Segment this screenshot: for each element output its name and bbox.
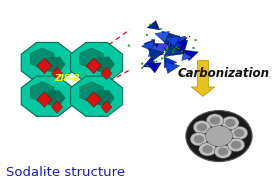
Polygon shape (31, 82, 54, 103)
Polygon shape (44, 91, 65, 105)
Polygon shape (169, 36, 185, 49)
Circle shape (172, 50, 174, 52)
Text: Sodalite structure: Sodalite structure (6, 167, 125, 179)
Polygon shape (37, 58, 52, 73)
Circle shape (161, 58, 163, 59)
Circle shape (146, 34, 148, 36)
Circle shape (166, 55, 168, 57)
Polygon shape (93, 91, 114, 105)
Polygon shape (164, 57, 177, 68)
Circle shape (210, 116, 220, 125)
Circle shape (141, 67, 143, 69)
Polygon shape (182, 52, 192, 60)
Circle shape (202, 145, 213, 153)
Circle shape (197, 123, 207, 131)
Polygon shape (160, 42, 173, 51)
Circle shape (172, 52, 174, 53)
Circle shape (181, 51, 183, 52)
Circle shape (149, 24, 151, 26)
Circle shape (168, 69, 169, 70)
Circle shape (199, 143, 216, 156)
Polygon shape (170, 40, 188, 54)
Polygon shape (143, 57, 157, 67)
Circle shape (166, 48, 169, 50)
Polygon shape (147, 63, 161, 73)
Circle shape (192, 47, 194, 49)
Polygon shape (21, 76, 73, 116)
Polygon shape (44, 57, 65, 71)
Polygon shape (164, 42, 183, 57)
Circle shape (153, 61, 155, 62)
Circle shape (156, 61, 158, 62)
Polygon shape (147, 20, 160, 30)
Circle shape (169, 33, 170, 35)
Polygon shape (191, 60, 215, 96)
Circle shape (206, 114, 224, 127)
Circle shape (231, 141, 241, 149)
Circle shape (152, 39, 153, 40)
Polygon shape (71, 76, 123, 116)
Circle shape (147, 65, 149, 67)
Polygon shape (148, 45, 164, 57)
Text: ZIF-8: ZIF-8 (54, 74, 80, 83)
Polygon shape (162, 31, 180, 46)
Circle shape (165, 49, 166, 50)
Circle shape (164, 47, 165, 48)
Circle shape (156, 26, 158, 28)
Polygon shape (154, 43, 169, 54)
Circle shape (186, 111, 252, 162)
Circle shape (195, 39, 197, 41)
Polygon shape (148, 48, 164, 61)
Polygon shape (101, 67, 112, 80)
Polygon shape (165, 36, 180, 47)
Circle shape (160, 28, 162, 30)
Circle shape (178, 48, 180, 49)
Polygon shape (141, 41, 154, 51)
Circle shape (174, 48, 175, 50)
Circle shape (190, 132, 208, 146)
Circle shape (193, 121, 211, 134)
Polygon shape (165, 62, 180, 74)
Polygon shape (37, 92, 52, 107)
Circle shape (205, 126, 232, 146)
Circle shape (234, 129, 244, 137)
Circle shape (194, 135, 204, 143)
Circle shape (165, 49, 166, 50)
Polygon shape (155, 31, 170, 42)
Polygon shape (101, 101, 112, 113)
Circle shape (227, 138, 245, 152)
Polygon shape (170, 39, 183, 49)
Polygon shape (52, 67, 63, 80)
Circle shape (175, 46, 177, 48)
Circle shape (181, 74, 183, 75)
Circle shape (128, 45, 130, 46)
Circle shape (177, 53, 179, 54)
Circle shape (225, 119, 236, 127)
Polygon shape (71, 43, 123, 83)
Circle shape (164, 38, 166, 40)
Circle shape (183, 51, 185, 52)
Polygon shape (80, 48, 103, 69)
Circle shape (165, 50, 167, 52)
Circle shape (218, 148, 228, 156)
Circle shape (230, 126, 248, 140)
Polygon shape (172, 37, 187, 47)
Circle shape (141, 63, 143, 64)
Polygon shape (184, 50, 198, 61)
Polygon shape (52, 101, 63, 113)
Circle shape (172, 63, 173, 64)
Circle shape (157, 43, 168, 52)
Circle shape (222, 116, 239, 130)
Polygon shape (31, 48, 54, 69)
Polygon shape (21, 43, 73, 83)
Text: Carbonization: Carbonization (178, 67, 270, 80)
Polygon shape (86, 58, 101, 73)
Polygon shape (93, 57, 114, 71)
Polygon shape (80, 82, 103, 103)
Circle shape (214, 145, 232, 158)
Polygon shape (86, 92, 101, 107)
Polygon shape (170, 39, 186, 53)
Polygon shape (144, 39, 155, 49)
Circle shape (189, 36, 190, 37)
